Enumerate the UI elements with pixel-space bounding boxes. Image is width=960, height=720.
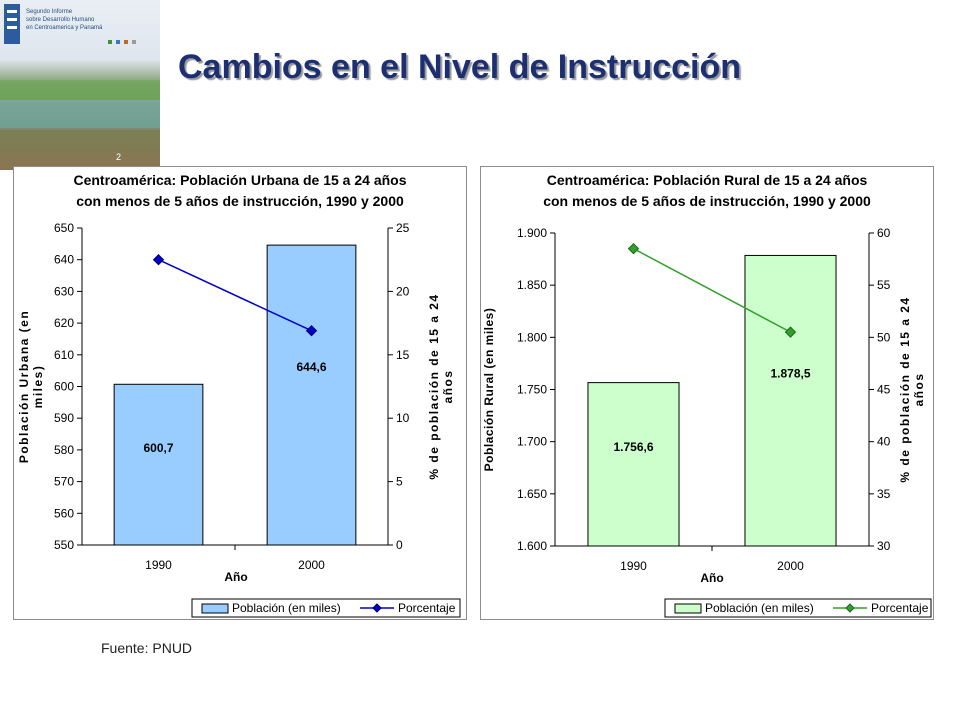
y2-axis-label: % de población de 15 a 24 xyxy=(898,296,912,482)
y2-tick-label: 5 xyxy=(396,475,403,489)
y2-tick-label: 55 xyxy=(877,278,891,292)
bar-data-label: 1.756,6 xyxy=(613,440,653,454)
series-line xyxy=(158,259,312,332)
y-tick-label: 650 xyxy=(54,221,74,235)
x-tick-label: 1990 xyxy=(145,558,172,572)
y2-tick-label: 60 xyxy=(877,226,891,240)
x-tick-label: 1990 xyxy=(620,559,647,573)
y-tick-label: 630 xyxy=(54,284,74,298)
cover-line: sobre Desarrollo Humano xyxy=(26,17,95,23)
cover-text: Segundo Informe sobre Desarrollo Humano … xyxy=(26,8,156,32)
line-point-marker xyxy=(305,325,318,337)
y-tick-label: 590 xyxy=(54,411,74,425)
y-tick-label: 1.650 xyxy=(517,487,547,501)
y-tick-label: 600 xyxy=(54,380,74,394)
source-note: Fuente: PNUD xyxy=(101,640,193,656)
y2-tick-label: 50 xyxy=(877,330,891,344)
y2-tick-label: 10 xyxy=(396,411,410,425)
bar xyxy=(266,244,357,546)
y2-axis-label: años xyxy=(912,372,926,406)
y2-axis-label: % de población de 15 a 24 xyxy=(427,293,441,479)
chart-title-line: con menos de 5 años de instrucción, 1990… xyxy=(543,193,871,209)
y-tick-label: 1.850 xyxy=(517,278,547,292)
x-axis-label: Año xyxy=(224,570,247,584)
chart-urban-svg: Centroamérica: Población Urbana de 15 a … xyxy=(17,172,461,618)
x-axis-label: Año xyxy=(700,571,723,585)
y-axis-label: Población Urbana (en xyxy=(17,310,31,463)
y2-tick-label: 15 xyxy=(396,348,410,362)
legend-swatch-bar xyxy=(201,603,229,614)
y-tick-label: 1.600 xyxy=(517,539,547,553)
y-tick-label: 1.700 xyxy=(517,435,547,449)
bar xyxy=(587,382,680,547)
bar-data-label: 1.878,5 xyxy=(770,366,810,380)
chart-title-line: Centroamérica: Población Urbana de 15 a … xyxy=(73,172,406,188)
chart-title-line: con menos de 5 años de instrucción, 1990… xyxy=(76,193,404,209)
series-line xyxy=(633,247,791,333)
legend-swatch-marker xyxy=(845,603,855,613)
line-point-marker xyxy=(784,326,797,338)
x-tick-label: 2000 xyxy=(777,559,804,573)
y-tick-label: 620 xyxy=(54,316,74,330)
legend-box xyxy=(664,598,932,618)
line-point-marker xyxy=(627,242,640,255)
legend-label: Población (en miles) xyxy=(232,601,341,615)
y-tick-label: 1.750 xyxy=(517,383,547,397)
report-cover-thumbnail: Segundo Informe sobre Desarrollo Humano … xyxy=(0,0,160,170)
chart-title-line: Centroamérica: Población Rural de 15 a 2… xyxy=(547,172,868,188)
y-tick-label: 610 xyxy=(54,348,74,362)
y-tick-label: 1.800 xyxy=(517,330,547,344)
slide-title: Cambios en el Nivel de Instrucción xyxy=(178,48,742,86)
bar-data-label: 644,6 xyxy=(296,360,326,374)
y-tick-label: 580 xyxy=(54,443,74,457)
y2-tick-label: 40 xyxy=(877,435,891,449)
cover-line: Segundo Informe xyxy=(26,9,73,15)
y-tick-label: 570 xyxy=(54,475,74,489)
cover-image xyxy=(0,0,160,170)
y2-tick-label: 30 xyxy=(877,539,891,553)
legend-label: Porcentaje xyxy=(871,601,929,615)
x-tick-label: 2000 xyxy=(298,558,325,572)
y2-tick-label: 35 xyxy=(877,487,891,501)
legend-swatch-marker xyxy=(372,603,382,613)
y-tick-label: 1.900 xyxy=(517,226,547,240)
y2-axis-label: años xyxy=(441,369,455,403)
line-point-marker xyxy=(152,253,165,266)
y2-tick-label: 45 xyxy=(877,383,891,397)
y-tick-label: 560 xyxy=(54,506,74,520)
y-axis-label: Población Rural (en miles) xyxy=(482,308,496,472)
chart-rural-population: Centroamérica: Población Rural de 15 a 2… xyxy=(480,166,934,620)
cover-page-number: 2 xyxy=(116,152,122,162)
y2-tick-label: 20 xyxy=(396,284,410,298)
chart-urban-population: Centroamérica: Población Urbana de 15 a … xyxy=(13,166,467,620)
y-tick-label: 640 xyxy=(54,253,74,267)
legend-box xyxy=(191,598,461,618)
y2-tick-label: 25 xyxy=(396,221,410,235)
legend-label: Porcentaje xyxy=(398,601,456,615)
y2-tick-label: 0 xyxy=(396,538,403,552)
legend-label: Población (en miles) xyxy=(705,601,814,615)
legend-swatch-bar xyxy=(674,603,702,614)
bar-data-label: 600,7 xyxy=(143,441,173,455)
y-tick-label: 550 xyxy=(54,538,74,552)
y-axis-label: miles) xyxy=(31,365,45,409)
chart-rural-svg: Centroamérica: Población Rural de 15 a 2… xyxy=(482,172,932,618)
bar xyxy=(744,254,837,547)
cover-line: en Centroamerica y Panamá xyxy=(26,25,103,31)
bar xyxy=(113,383,204,546)
